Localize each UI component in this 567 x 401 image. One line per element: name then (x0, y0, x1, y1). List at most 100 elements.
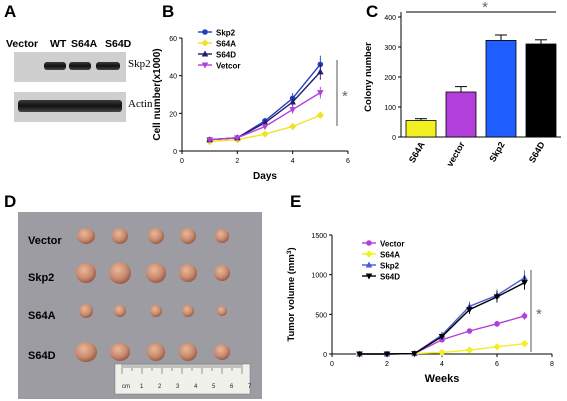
blot-lane-wt: WT (50, 38, 67, 50)
e-legend-marker (365, 273, 373, 280)
e-legend-marker (365, 250, 373, 258)
b-y-tick-label: 0 (173, 149, 177, 156)
b-point-s64d (317, 68, 324, 75)
e-point-s64d (356, 351, 363, 358)
b-point-s64a (316, 111, 325, 119)
panel-letter-c: C (366, 2, 379, 21)
b-legend-marker (201, 50, 209, 57)
b-legend-label-s64d: S64D (216, 51, 236, 60)
e-point-s64d (521, 280, 528, 287)
tumor-specimen (79, 304, 93, 318)
b-point-vetcor (317, 90, 324, 97)
photo-row-skp2: Skp2 (28, 272, 55, 284)
e-y-tick-label: 1500 (311, 233, 327, 240)
ruler-label: 5 (212, 384, 216, 390)
ruler-label: 6 (230, 384, 234, 390)
tumor-specimen (215, 229, 229, 243)
e-y-tick-label: 1000 (311, 273, 327, 280)
skp2-band-s64a (69, 62, 91, 70)
photo-row-s64d: S64D (28, 350, 56, 362)
e-legend-marker (366, 240, 372, 246)
b-legend-marker (201, 62, 209, 69)
skp2-band-wt (44, 62, 66, 70)
e-x-tick-label: 8 (550, 361, 554, 368)
ruler-label: 4 (194, 384, 198, 390)
e-point-s64a (520, 340, 529, 348)
skp2-band-s64d (96, 62, 120, 70)
c-y-tick-label: 100 (384, 105, 396, 112)
photo-row-s64a: S64A (28, 310, 56, 322)
cell-number-line-chart: 0 20 40 60 0 2 4 6 Days Cell number(x1000) Skp2 S64… (152, 29, 350, 183)
b-y-tick-label: 40 (169, 74, 177, 81)
tumor-specimen (75, 342, 97, 362)
b-point-vetcor (289, 107, 296, 114)
ruler-label: 7 (248, 384, 252, 390)
c-y-tick-label: 300 (384, 45, 396, 52)
c-y-axis-label: Colony number (363, 42, 374, 112)
e-x-tick-label: 2 (385, 361, 389, 368)
e-series-s64a (355, 340, 529, 358)
tumor-specimen (214, 265, 230, 281)
e-legend-marker (365, 261, 373, 268)
b-point-vetcor (234, 135, 241, 142)
blot-row-skp2: Skp2 (128, 58, 151, 70)
e-y-tick-label: 500 (315, 312, 327, 319)
e-legend-label-skp2: Skp2 (380, 262, 400, 271)
c-bar-skp2 (485, 40, 517, 138)
c-significance-star: * (482, 0, 488, 16)
b-x-tick-label: 0 (180, 158, 184, 165)
e-legend-label-vector: Vector (380, 240, 404, 249)
tumor-specimen (147, 343, 165, 361)
e-point-s64a (493, 343, 501, 351)
tumor-specimen (110, 343, 130, 361)
tumor-specimen (179, 343, 197, 361)
c-category-label-s64d: S64D (527, 140, 547, 165)
c-category-label-skp2: Skp2 (487, 140, 506, 164)
b-point-s64d (289, 98, 296, 105)
tumor-volume-line-chart: 0 500 1000 1500 0 2 4 6 8 Weeks Tumor volume (mm3)… (286, 233, 555, 385)
blot-lane-s64d: S64D (105, 38, 132, 50)
e-series-skp2 (356, 270, 528, 357)
tumor-specimen (112, 228, 128, 244)
b-y-tick-label: 20 (169, 111, 177, 118)
e-y-axis-label: Tumor volume (mm3) (286, 247, 298, 341)
panel-letter-b: B (162, 2, 175, 21)
c-y-tick-label: 0 (392, 135, 396, 142)
blot-membranes (14, 52, 126, 122)
e-point-s64d (438, 334, 446, 341)
tumor-specimen (214, 344, 230, 360)
c-bar-s64d (525, 43, 557, 138)
tumor-specimen (109, 262, 131, 284)
c-y-tick-label: 400 (384, 15, 396, 22)
e-point-s64d (466, 307, 473, 314)
c-category-label-s64a: S64A (407, 140, 427, 165)
tumor-specimen (146, 263, 166, 283)
photo-row-vector: Vector (28, 235, 62, 247)
e-significance-star: * (536, 306, 542, 323)
b-x-tick-label: 4 (291, 158, 295, 165)
b-x-tick-label: 2 (235, 158, 239, 165)
tumor-specimen (76, 263, 96, 283)
tumor-specimen (179, 264, 197, 282)
blot-row-actin: Actin (128, 98, 153, 110)
e-point-vector (466, 328, 473, 334)
b-legend-label-vetcor: Vetcor (216, 62, 240, 71)
e-point-s64a (465, 346, 474, 354)
ruler-label: 3 (176, 384, 180, 390)
e-line-skp2 (359, 277, 525, 355)
b-legend-label-skp2: Skp2 (216, 29, 236, 38)
b-y-tick-label: 60 (169, 36, 177, 43)
tumor-specimen (182, 305, 194, 317)
tumor-specimen (180, 228, 196, 244)
b-point-vetcor (206, 137, 213, 144)
blot-lane-s64a: S64A (71, 38, 98, 50)
ruler-label: 2 (158, 384, 162, 390)
b-point-s64d (261, 119, 269, 126)
e-point-s64d (493, 294, 501, 301)
tumor-specimen (114, 305, 126, 317)
e-point-vector (521, 313, 528, 319)
ruler-label: 1 (140, 384, 144, 390)
e-x-tick-label: 0 (330, 361, 334, 368)
tumor-specimen (148, 228, 164, 244)
e-point-vector (494, 321, 500, 327)
